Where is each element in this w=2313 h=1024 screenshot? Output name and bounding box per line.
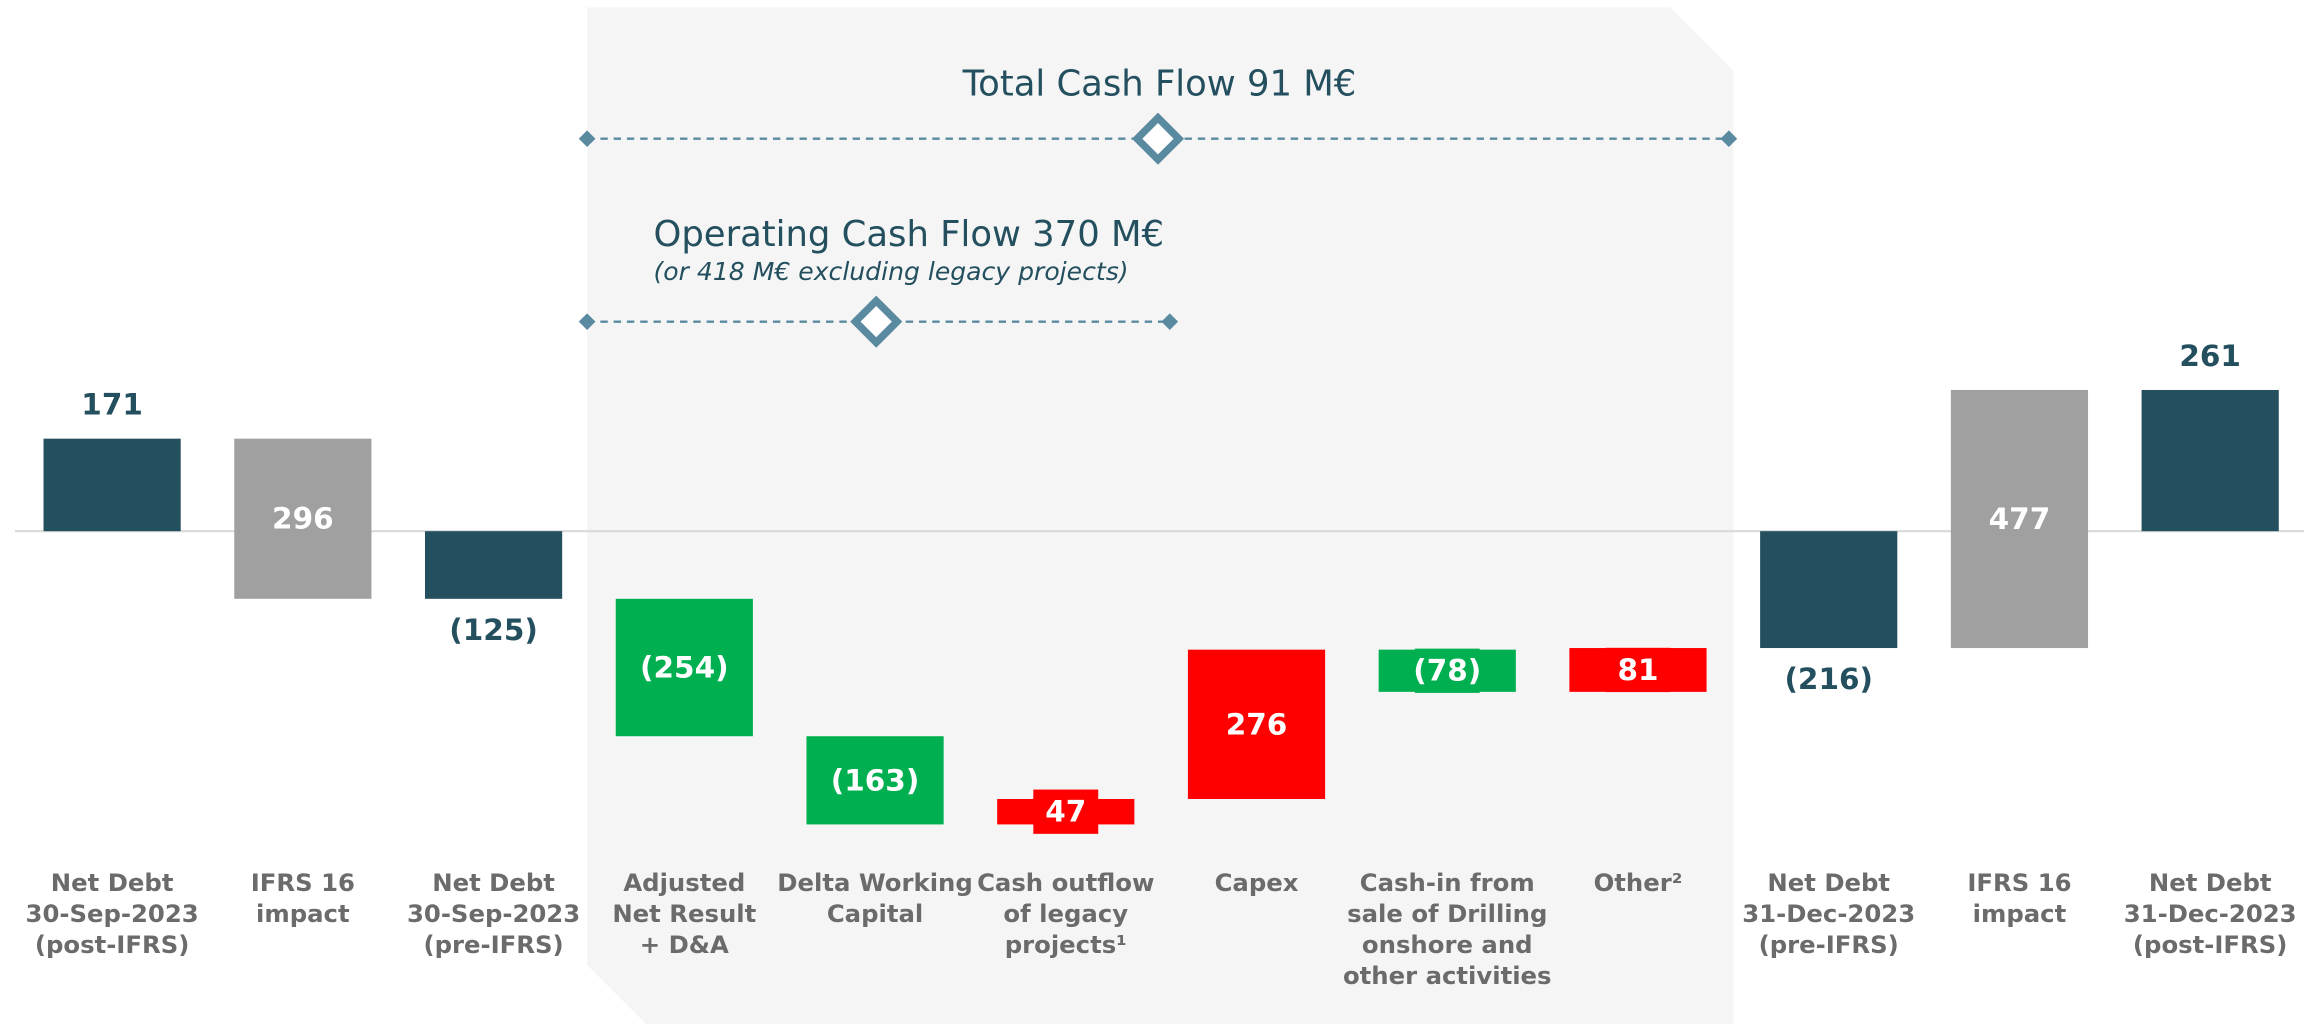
x-tick-label-line: Net Debt bbox=[1767, 868, 1890, 897]
value-label: (78) bbox=[1413, 654, 1481, 688]
x-tick-label-line: Cash-in from bbox=[1360, 868, 1535, 897]
operating-cash-flow-note: (or 418 M€ excluding legacy projects) bbox=[653, 257, 1128, 286]
x-tick-label-line: 30-Sep-2023 bbox=[26, 899, 199, 928]
x-tick-label: Cash outflow of legacy projects¹ bbox=[977, 868, 1154, 959]
x-tick-label-line: IFRS 16 bbox=[251, 868, 355, 897]
x-tick-label: Net Debt 30-Sep-2023 (pre-IFRS) bbox=[407, 868, 580, 959]
bar bbox=[615, 598, 753, 737]
total-cash-flow-label: Total Cash Flow 91 M€ bbox=[962, 64, 1357, 105]
x-tick-label-line: Cash outflow bbox=[977, 868, 1154, 897]
bracket-end bbox=[1161, 313, 1179, 331]
bar bbox=[1950, 389, 2089, 649]
x-tick-label-line: Capital bbox=[827, 899, 923, 928]
x-tick-label-line: impact bbox=[1973, 899, 2067, 928]
bar bbox=[1187, 649, 1326, 799]
x-tick-label-line: 31-Dec-2023 bbox=[2124, 899, 2297, 928]
x-tick-label-line: Capex bbox=[1215, 868, 1299, 897]
bar bbox=[806, 736, 944, 825]
x-tick-label: Delta Working Capital bbox=[777, 868, 972, 928]
x-tick-label-line: Delta Working bbox=[777, 868, 972, 897]
x-tick-label: Adjusted Net Result + D&A bbox=[612, 868, 756, 959]
value-label: 47 bbox=[1045, 795, 1086, 829]
x-tick-label: Net Debt 31-Dec-2023 (post-IFRS) bbox=[2124, 868, 2297, 959]
x-tick-label-line: onshore and bbox=[1362, 930, 1533, 959]
bracket-diamond bbox=[1131, 112, 1185, 165]
value-label: 296 bbox=[272, 502, 334, 536]
x-tick-label: Cash-in from sale of Drilling onshore and o… bbox=[1343, 868, 1552, 990]
x-tick-label: Other² bbox=[1594, 868, 1683, 897]
value-label: 171 bbox=[81, 388, 143, 422]
x-tick-label-line: Net Debt bbox=[51, 868, 174, 897]
x-tick-label: IFRS 16 impact bbox=[251, 868, 355, 928]
x-tick-label-line: + D&A bbox=[640, 930, 729, 959]
bracket-diamond bbox=[850, 295, 903, 348]
x-tick-label-line: Net Debt bbox=[2149, 868, 2272, 897]
x-tick-label-line: Adjusted bbox=[623, 868, 745, 897]
bracket-end bbox=[1720, 130, 1738, 148]
value-label: (254) bbox=[640, 650, 729, 684]
value-label: (125) bbox=[449, 613, 538, 647]
bar bbox=[2141, 389, 2279, 532]
bar bbox=[43, 438, 181, 532]
x-tick-label-line: Net Result bbox=[612, 899, 756, 928]
label-box bbox=[1605, 647, 1671, 693]
x-tick-label-line: 31-Dec-2023 bbox=[1742, 899, 1915, 928]
operating-cash-flow-label: Operating Cash Flow 370 M€ bbox=[653, 214, 1164, 255]
x-tick-label-line: (post-IFRS) bbox=[2133, 930, 2287, 959]
x-tick-label: Net Debt 31-Dec-2023 (pre-IFRS) bbox=[1742, 868, 1915, 959]
x-tick-label-line: (pre-IFRS) bbox=[424, 930, 564, 959]
x-tick-label: Net Debt 30-Sep-2023 (post-IFRS) bbox=[26, 868, 199, 959]
x-tick-label-line: sale of Drilling bbox=[1347, 899, 1547, 928]
x-tick-label: Capex bbox=[1215, 868, 1299, 897]
x-tick-label-line: other activities bbox=[1343, 961, 1552, 990]
x-tick-label-line: (pre-IFRS) bbox=[1759, 930, 1899, 959]
x-tick-label-line: of legacy bbox=[1003, 899, 1128, 928]
value-label: (163) bbox=[831, 763, 920, 797]
bar bbox=[424, 531, 563, 599]
x-tick-label-line: impact bbox=[256, 899, 350, 928]
value-label: (216) bbox=[1784, 662, 1873, 696]
x-tick-label-line: Other² bbox=[1594, 868, 1683, 897]
x-tick-label-line: Net Debt bbox=[432, 868, 555, 897]
bar bbox=[234, 438, 372, 599]
x-tick-label: IFRS 16 impact bbox=[1967, 868, 2071, 928]
x-tick-label-line: (post-IFRS) bbox=[35, 930, 189, 959]
x-tick-label-line: IFRS 16 bbox=[1967, 868, 2071, 897]
value-label: 477 bbox=[1989, 502, 2051, 536]
bracket-end bbox=[578, 313, 596, 331]
label-box bbox=[1414, 648, 1480, 693]
bar bbox=[1760, 531, 1898, 649]
value-label: 81 bbox=[1617, 653, 1658, 687]
value-label: 276 bbox=[1226, 707, 1288, 741]
value-label: 261 bbox=[2179, 339, 2241, 373]
x-tick-label-line: 30-Sep-2023 bbox=[407, 899, 580, 928]
label-box bbox=[1033, 789, 1099, 834]
x-tick-label-line: projects¹ bbox=[1005, 930, 1127, 959]
